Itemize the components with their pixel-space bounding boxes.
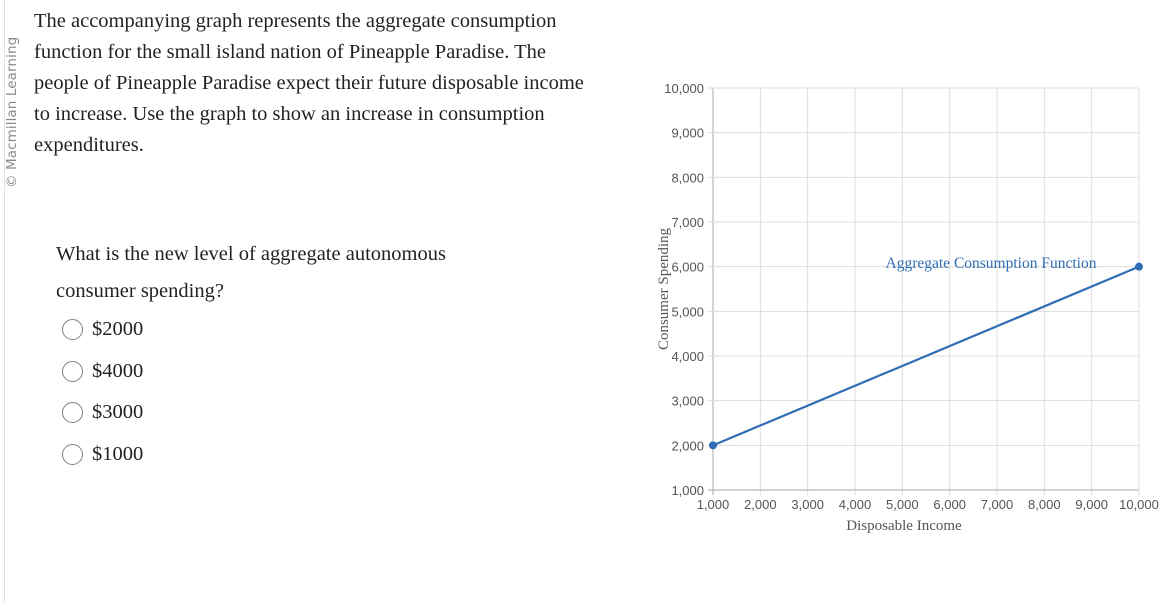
answer-options: $2000 $4000 $3000 $1000 (62, 309, 143, 475)
option-3000[interactable]: $3000 (62, 392, 143, 434)
x-tick-label: 5,000 (886, 497, 919, 512)
y-tick-label: 6,000 (671, 260, 704, 275)
x-tick-label: 3,000 (791, 497, 824, 512)
option-label: $4000 (92, 359, 144, 382)
x-tick-label: 10,000 (1119, 497, 1159, 512)
y-tick-label: 5,000 (671, 304, 704, 319)
x-tick-label: 4,000 (839, 497, 872, 512)
y-tick-label: 4,000 (671, 349, 704, 364)
x-tick-label: 8,000 (1028, 497, 1061, 512)
option-4000[interactable]: $4000 (62, 351, 143, 393)
x-axis-label: Disposable Income (846, 518, 962, 534)
option-label: $3000 (92, 401, 144, 424)
left-border (4, 0, 5, 602)
y-tick-label: 7,000 (671, 215, 704, 230)
option-label: $1000 (92, 442, 144, 465)
copyright-label: © Macmillan Learning (4, 36, 20, 188)
x-tick-label: 1,000 (697, 497, 730, 512)
question-text: What is the new level of aggregate auton… (56, 243, 446, 302)
x-tick-label: 7,000 (981, 497, 1014, 512)
x-tick-label: 6,000 (933, 497, 966, 512)
line-endpoint-handle[interactable] (1135, 262, 1143, 271)
y-tick-label: 8,000 (671, 170, 704, 185)
x-tick-label: 9,000 (1075, 497, 1108, 512)
option-1000[interactable]: $1000 (62, 434, 143, 476)
line-endpoint-handle[interactable] (709, 441, 717, 450)
option-2000[interactable]: $2000 (62, 309, 143, 351)
x-tick-label: 2,000 (744, 497, 777, 512)
y-tick-label: 3,000 (671, 394, 704, 409)
y-tick-label: 9,000 (671, 126, 704, 141)
y-tick-label: 2,000 (671, 438, 704, 453)
radio-button[interactable] (62, 443, 83, 465)
y-tick-label: 10,000 (664, 81, 704, 96)
y-axis-label: Consumer Spending (656, 227, 672, 350)
option-label: $2000 (92, 318, 144, 341)
consumption-line[interactable] (712, 265, 1140, 447)
y-tick-label: 1,000 (671, 483, 704, 498)
radio-button[interactable] (62, 360, 83, 382)
x-axis-ticks: 1,000 2,000 3,000 4,000 5,000 6,000 7,000 8,000… (697, 497, 1159, 512)
prompt-text: The accompanying graph represents the ag… (34, 10, 584, 156)
radio-button[interactable] (62, 402, 83, 424)
series-annotation-label: Aggregate Consumption Function (886, 255, 1097, 272)
consumption-function-line[interactable] (709, 262, 1143, 450)
chart-grid (708, 87, 1140, 495)
radio-button[interactable] (62, 319, 83, 341)
y-axis-ticks: 1,000 2,000 3,000 4,000 5,000 6,000 7,000 8,000… (664, 81, 704, 498)
